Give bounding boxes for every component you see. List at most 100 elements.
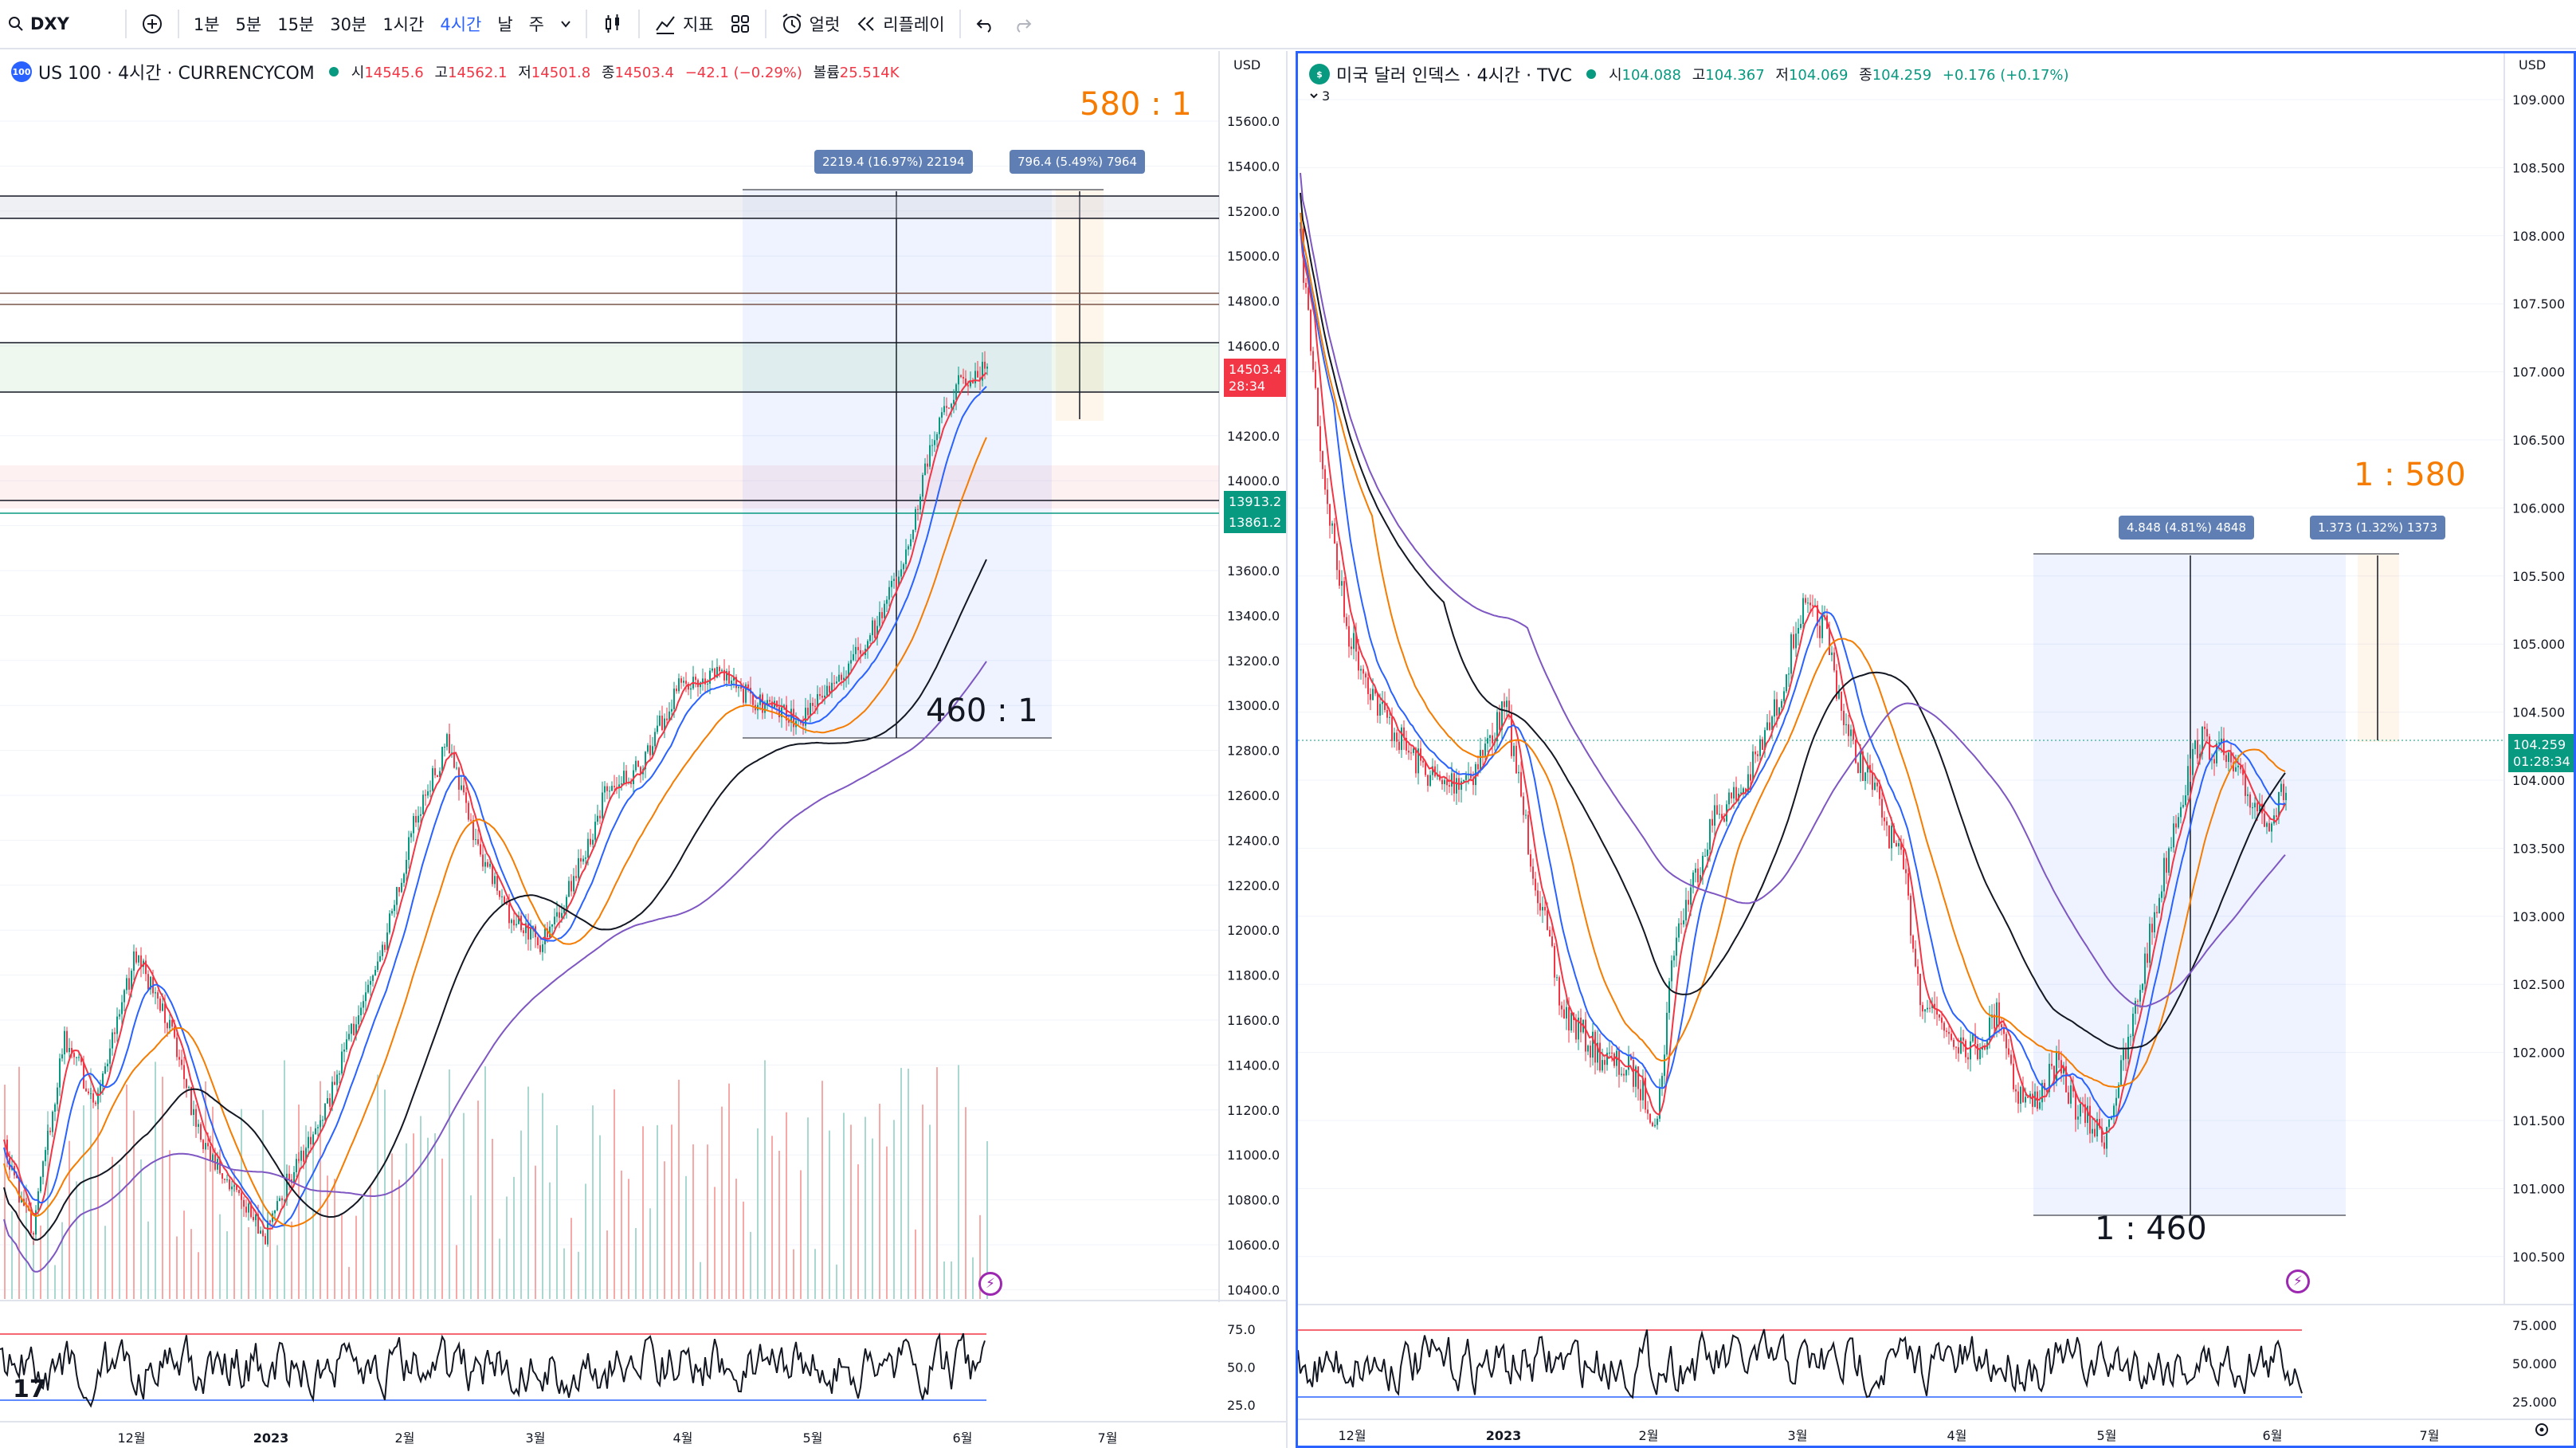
us100-last-price: 14503.4 <box>1229 362 1282 377</box>
indicators-button[interactable]: 지표 <box>646 0 722 49</box>
candle-body <box>80 1057 82 1062</box>
price-tick-label: 104.000 <box>2512 773 2565 788</box>
candle-body <box>1544 907 1546 911</box>
symbol-search-button[interactable]: DXY <box>0 0 77 49</box>
ohlc-close-value: 14503.4 <box>614 65 674 81</box>
candle-body <box>403 873 405 883</box>
candle-body <box>2056 1051 2057 1082</box>
candle-body <box>260 1230 261 1234</box>
grid-icon <box>730 14 751 34</box>
dxy-currency-selector[interactable]: USD <box>2519 57 2547 73</box>
chart-pane-dxy[interactable]: 109.000 108.500 108.000 107.500 107.000 106.5… <box>1296 51 2576 1448</box>
volume-bar <box>205 1081 206 1299</box>
candle-body <box>496 876 498 891</box>
candle-body <box>2108 1119 2110 1128</box>
candle-body <box>960 375 962 378</box>
candle-body <box>2106 1127 2107 1149</box>
candle-body <box>618 784 620 788</box>
candle-body <box>1451 773 1453 787</box>
candle-body <box>1520 771 1522 797</box>
candle-body <box>602 792 603 818</box>
candle-body <box>310 1136 312 1144</box>
candle-body <box>1427 775 1429 786</box>
candle-body <box>422 795 424 814</box>
candle-body <box>539 945 541 952</box>
time-tick-label: 5월 <box>803 1430 823 1446</box>
ohlc-high-label: 고 <box>1692 67 1706 84</box>
interval-dropdown-button[interactable] <box>552 0 579 49</box>
candle-body <box>1781 700 1782 708</box>
toolbar-divider <box>764 10 767 38</box>
volume-bar <box>606 1230 608 1299</box>
chart-type-button[interactable] <box>594 0 632 49</box>
candle-body <box>107 1063 108 1067</box>
candle-body <box>900 569 902 577</box>
candle-body <box>525 923 527 933</box>
candle-body <box>590 838 591 845</box>
volume-bar <box>463 1112 465 1299</box>
undo-button[interactable] <box>967 0 1004 49</box>
candle-body <box>377 961 378 971</box>
candle-body <box>2094 1128 2096 1137</box>
candle-body <box>735 677 737 689</box>
dxy-chart-canvas[interactable]: 109.000 108.500 108.000 107.500 107.000 106.5… <box>1298 53 2574 1446</box>
candle-body <box>124 990 125 1003</box>
settings-gear-icon[interactable] <box>2533 1421 2551 1442</box>
candle-body <box>1711 818 1713 826</box>
chart-pane-us100[interactable]: 15600.0 15400.0 15200.0 15000.0 14800.0 14600… <box>0 51 1288 1448</box>
candle-body <box>453 752 455 768</box>
candle-body <box>262 1230 264 1236</box>
candle-body <box>1798 627 1799 634</box>
candle-body <box>2123 1050 2124 1061</box>
candle-body <box>1857 763 1859 773</box>
candle-body <box>1951 1034 1952 1040</box>
us100-chart-canvas[interactable]: 15600.0 15400.0 15200.0 15000.0 14800.0 14600… <box>0 51 1286 1448</box>
price-tick-label: 108.500 <box>2512 160 2565 175</box>
alarm-clock-icon <box>781 13 803 35</box>
candle-body <box>432 767 433 791</box>
candle-body <box>1585 1019 1586 1052</box>
candle-body <box>2233 762 2234 771</box>
volume-bar <box>320 1081 321 1299</box>
candle-body <box>1654 1124 1656 1127</box>
dxy-title[interactable]: 미국 달러 인덱스 · 4시간 · TVC <box>1336 66 1572 86</box>
candle-body <box>269 1220 271 1222</box>
alerts-button[interactable]: 얼럿 <box>773 0 849 49</box>
interval-15m[interactable]: 15분 <box>277 15 315 34</box>
candle-body <box>2216 743 2217 763</box>
candle-body <box>1697 868 1699 883</box>
candle-body <box>671 708 672 712</box>
us100-currency-selector[interactable]: USD <box>1233 57 1261 73</box>
lightning-icon[interactable]: ⚡ <box>978 1272 1002 1296</box>
volume-bar <box>363 1197 364 1299</box>
interval-1w[interactable]: 주 <box>528 15 544 34</box>
candle-body <box>848 663 849 677</box>
interval-5m[interactable]: 5분 <box>235 15 262 34</box>
volume-bar <box>707 1144 708 1299</box>
candle-body <box>1461 781 1462 791</box>
indicators-collapse-button[interactable]: 3 <box>1309 88 1330 104</box>
candle-body <box>1876 783 1878 787</box>
interval-1d[interactable]: 날 <box>497 15 513 34</box>
interval-1h[interactable]: 1시간 <box>382 15 425 34</box>
interval-4h[interactable]: 4시간 <box>440 15 482 34</box>
candle-body <box>1740 792 1742 794</box>
candle-body <box>2130 1036 2131 1038</box>
us100-title[interactable]: US 100 · 4시간 · CURRENCYCOM <box>38 64 315 84</box>
price-tick-label: 105.500 <box>2512 569 2565 584</box>
redo-button[interactable] <box>1004 0 1041 49</box>
candle-body <box>1948 1031 1950 1034</box>
price-tick-label: 107.500 <box>2512 296 2565 312</box>
candle-body <box>308 1136 309 1148</box>
candle-body <box>92 1093 94 1103</box>
candle-body <box>434 767 436 775</box>
candle-body <box>2158 897 2160 914</box>
compare-button[interactable] <box>133 0 171 49</box>
replay-button[interactable]: 리플레이 <box>848 0 952 49</box>
candle-body <box>195 1109 197 1128</box>
lightning-icon[interactable]: ⚡ <box>2286 1269 2310 1293</box>
price-tick-label: 104.500 <box>2512 705 2565 720</box>
layouts-button[interactable] <box>722 0 759 49</box>
interval-30m[interactable]: 30분 <box>330 15 367 34</box>
interval-1m[interactable]: 1분 <box>193 15 220 34</box>
